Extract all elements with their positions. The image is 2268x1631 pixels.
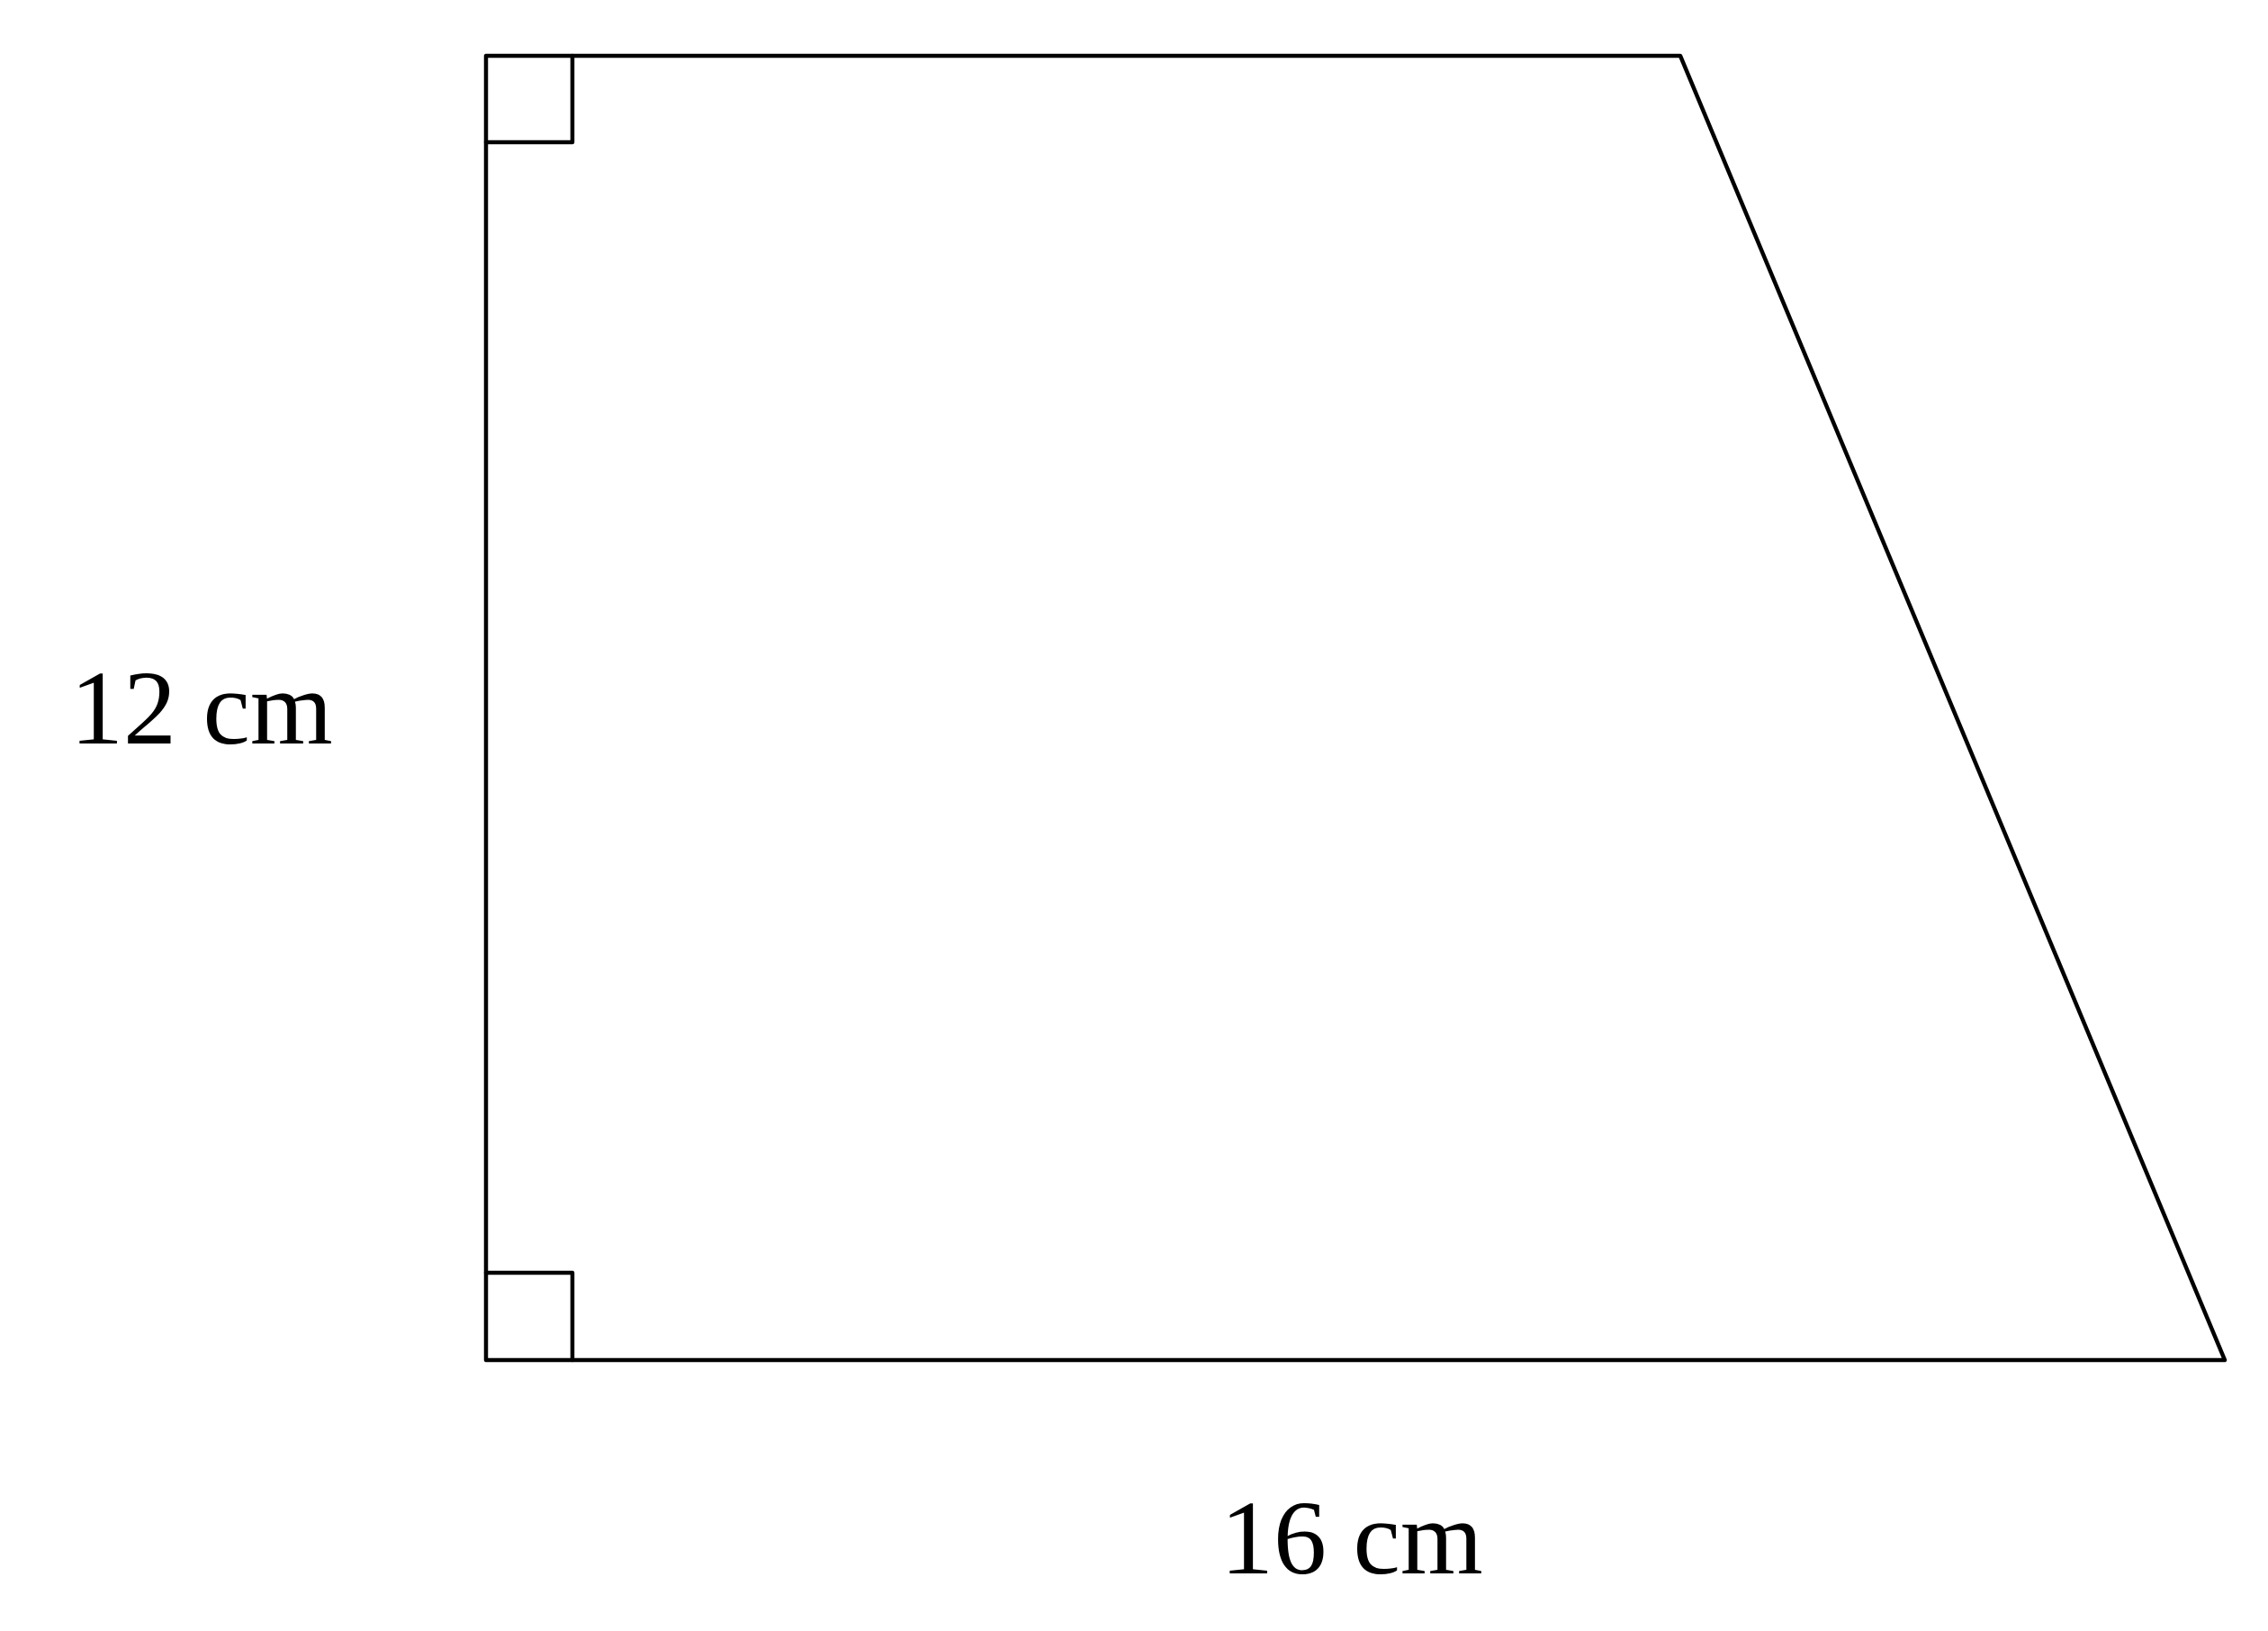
right-angle-marker-top <box>483 53 575 145</box>
trapezoid-outline <box>483 53 2228 1363</box>
right-angle-marker-bottom <box>483 1270 575 1363</box>
height-label: 12 cm <box>70 649 333 767</box>
base-label: 16 cm <box>1220 1479 1483 1597</box>
